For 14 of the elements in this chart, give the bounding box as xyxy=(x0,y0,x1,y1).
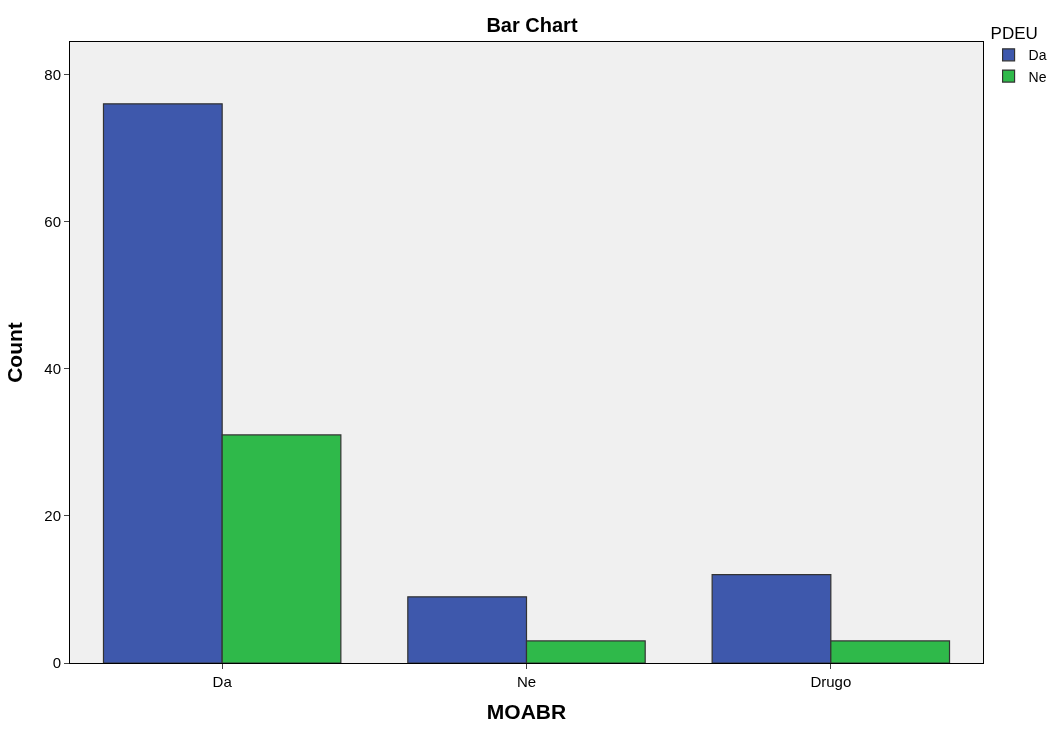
x-axis-title: MOABR xyxy=(486,700,567,724)
legend-title: PDEU xyxy=(990,24,1038,44)
legend-label: Da xyxy=(1028,47,1047,64)
y-tick-label: 60 xyxy=(44,212,61,230)
y-tick-label: 80 xyxy=(44,65,61,83)
legend-label: Ne xyxy=(1028,68,1047,85)
y-axis-title: Count xyxy=(3,322,27,383)
y-tick-label: 0 xyxy=(52,654,61,672)
x-tick-label: Ne xyxy=(516,673,537,690)
y-tick-label: 40 xyxy=(44,359,61,377)
chart-title: Bar Chart xyxy=(486,14,578,37)
x-tick-label: Da xyxy=(212,673,233,690)
y-tick-label: 20 xyxy=(44,507,61,525)
x-tick-label: Drugo xyxy=(810,673,852,690)
